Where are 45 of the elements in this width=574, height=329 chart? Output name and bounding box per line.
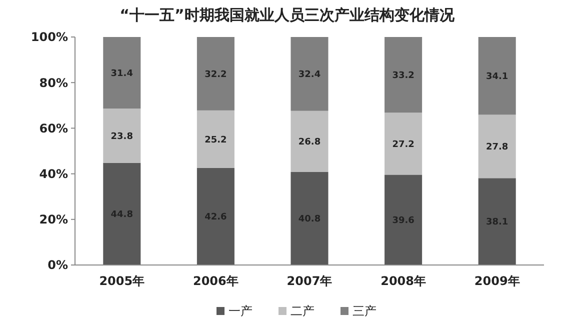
data-label: 32.4 xyxy=(298,70,321,80)
data-label: 32.2 xyxy=(204,70,227,80)
bar xyxy=(478,114,516,178)
legend-label: 一产 xyxy=(228,304,252,318)
data-label: 38.1 xyxy=(486,218,508,228)
bar xyxy=(196,168,234,265)
data-label: 26.8 xyxy=(298,138,321,148)
x-tick-label: 2009年 xyxy=(474,274,520,288)
bar xyxy=(290,37,328,111)
bar xyxy=(290,110,328,172)
bar xyxy=(478,37,516,115)
chart-title: “十一五”时期我国就业人员三次产业结构变化情况 xyxy=(120,6,456,24)
x-tick-label: 2006年 xyxy=(192,274,238,288)
y-tick-label: 20% xyxy=(39,212,68,227)
y-tick-label: 40% xyxy=(39,167,68,181)
y-tick-label: 80% xyxy=(39,76,68,90)
bar xyxy=(290,172,328,265)
x-tick-label: 2008年 xyxy=(380,274,426,288)
bar xyxy=(103,37,141,109)
legend-label: 二产 xyxy=(290,304,314,318)
y-tick-label: 100% xyxy=(30,30,68,44)
bar xyxy=(478,178,516,265)
bar xyxy=(196,37,234,110)
x-tick-label: 2005年 xyxy=(99,274,145,288)
bar xyxy=(384,174,422,265)
data-label: 44.8 xyxy=(110,210,134,220)
data-label: 23.8 xyxy=(110,132,134,142)
bar xyxy=(103,108,141,163)
data-label: 34.1 xyxy=(486,72,508,82)
bar xyxy=(384,37,422,113)
data-label: 27.8 xyxy=(486,142,508,153)
bar xyxy=(196,110,234,168)
data-label: 31.4 xyxy=(110,68,134,79)
x-tick-label: 2007年 xyxy=(286,274,332,288)
data-label: 39.6 xyxy=(392,216,414,226)
data-label: 33.2 xyxy=(392,71,414,81)
bar xyxy=(103,162,141,265)
y-tick-label: 0% xyxy=(48,258,68,272)
legend-label: 三产 xyxy=(352,304,376,318)
data-label: 40.8 xyxy=(298,214,321,225)
data-label: 25.2 xyxy=(204,135,227,146)
y-tick-label: 60% xyxy=(39,121,68,136)
data-label: 42.6 xyxy=(204,212,227,223)
bar xyxy=(384,112,422,175)
data-label: 27.2 xyxy=(392,140,414,150)
